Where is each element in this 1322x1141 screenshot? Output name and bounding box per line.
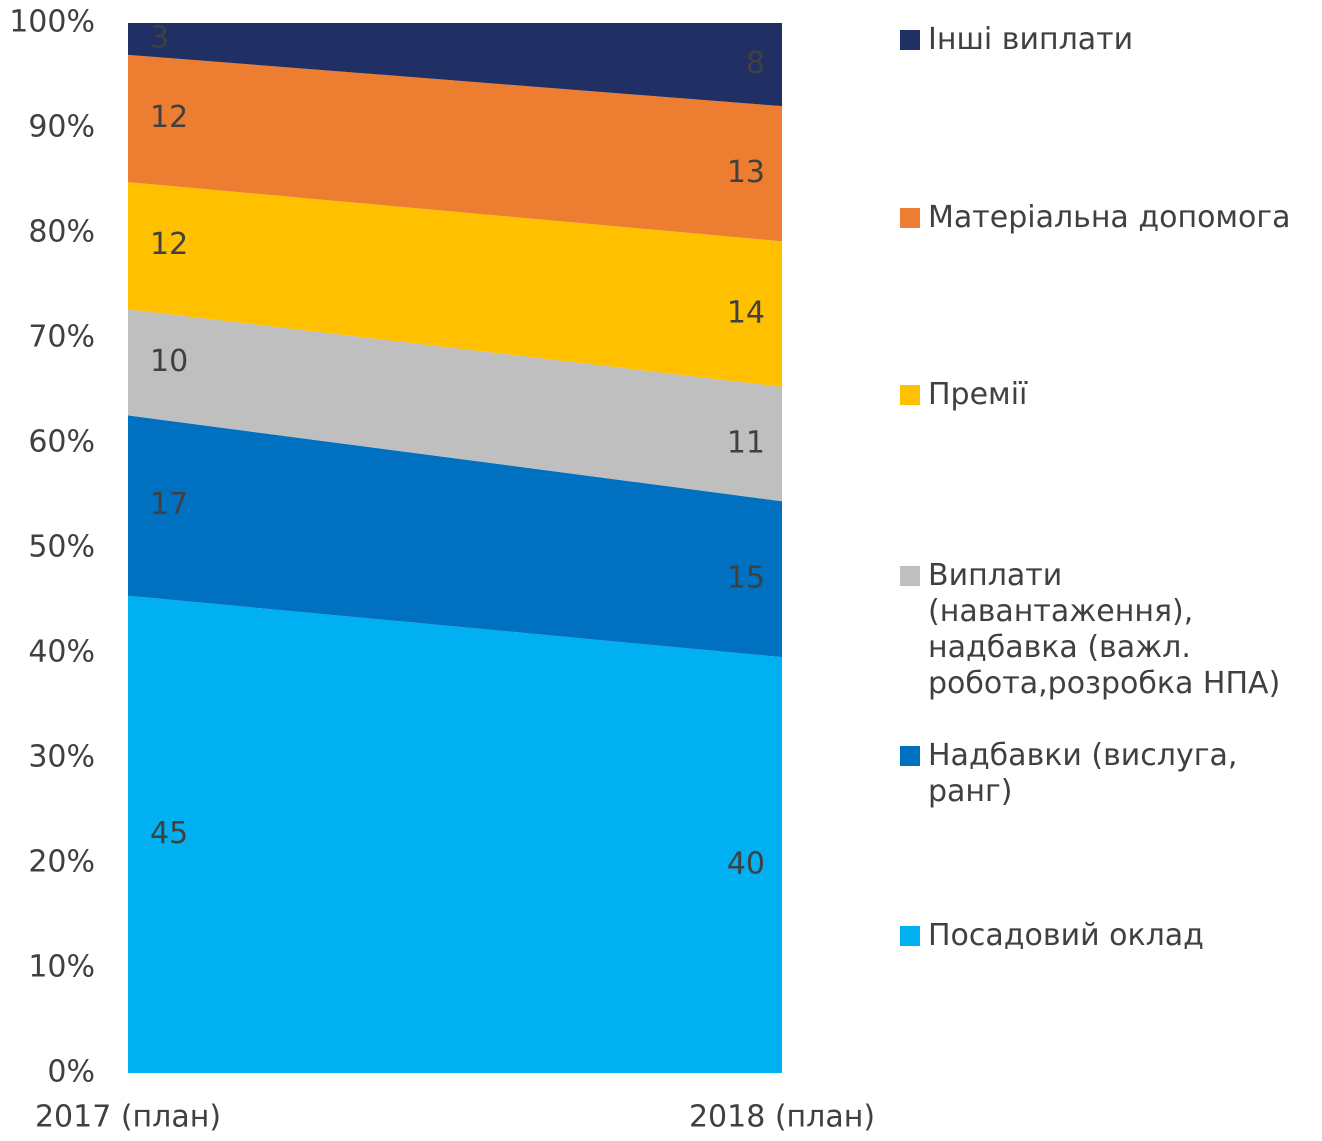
data-label: 45 xyxy=(150,816,188,851)
data-label: 11 xyxy=(727,426,765,461)
legend-label: Виплати (навантаження), надбавка (важл. … xyxy=(928,558,1320,702)
y-tick-label: 30% xyxy=(28,740,95,775)
legend-item: Матеріальна допомога xyxy=(900,200,1320,236)
legend-item: Надбавки (вислуга, ранг) xyxy=(900,738,1320,810)
legend-item: Премії xyxy=(900,377,1320,413)
data-label: 40 xyxy=(727,847,765,882)
data-label: 13 xyxy=(727,155,765,190)
y-tick-label: 70% xyxy=(28,320,95,355)
y-tick-label: 40% xyxy=(28,635,95,670)
legend-swatch xyxy=(900,926,920,946)
legend-item: Інші виплати xyxy=(900,22,1320,58)
y-tick-label: 0% xyxy=(47,1055,95,1090)
page: 0% 10% 20% 30% 40% 50% 60% 70% 80% 90% 100% 2017 (п… xyxy=(0,0,1322,1141)
legend-item: Виплати (навантаження), надбавка (важл. … xyxy=(900,558,1320,702)
legend-label: Інші виплати xyxy=(928,22,1133,58)
legend-label: Посадовий оклад xyxy=(928,918,1204,954)
legend-label: Надбавки (вислуга, ранг) xyxy=(928,738,1320,810)
data-label: 3 xyxy=(150,20,169,55)
y-tick-label: 20% xyxy=(28,845,95,880)
data-label: 14 xyxy=(727,296,765,331)
x-tick-label: 2018 (план) xyxy=(689,1100,875,1135)
data-label: 15 xyxy=(727,561,765,596)
legend-swatch xyxy=(900,385,920,405)
legend-swatch xyxy=(900,30,920,50)
legend-label: Матеріальна допомога xyxy=(928,200,1291,236)
data-label: 8 xyxy=(746,46,765,81)
legend-swatch xyxy=(900,208,920,228)
legend-swatch xyxy=(900,746,920,766)
y-tick-label: 60% xyxy=(28,425,95,460)
y-tick-label: 80% xyxy=(28,215,95,250)
legend-label: Премії xyxy=(928,377,1027,413)
data-label: 12 xyxy=(150,100,188,135)
x-tick-label: 2017 (план) xyxy=(35,1100,221,1135)
data-label: 10 xyxy=(150,344,188,379)
y-tick-label: 10% xyxy=(28,950,95,985)
legend-item: Посадовий оклад xyxy=(900,918,1320,954)
y-tick-label: 100% xyxy=(9,5,95,40)
legend-swatch xyxy=(900,566,920,586)
y-tick-label: 50% xyxy=(28,530,95,565)
area xyxy=(128,596,782,1073)
data-label: 12 xyxy=(150,227,188,262)
y-tick-label: 90% xyxy=(28,110,95,145)
data-label: 17 xyxy=(150,487,188,522)
